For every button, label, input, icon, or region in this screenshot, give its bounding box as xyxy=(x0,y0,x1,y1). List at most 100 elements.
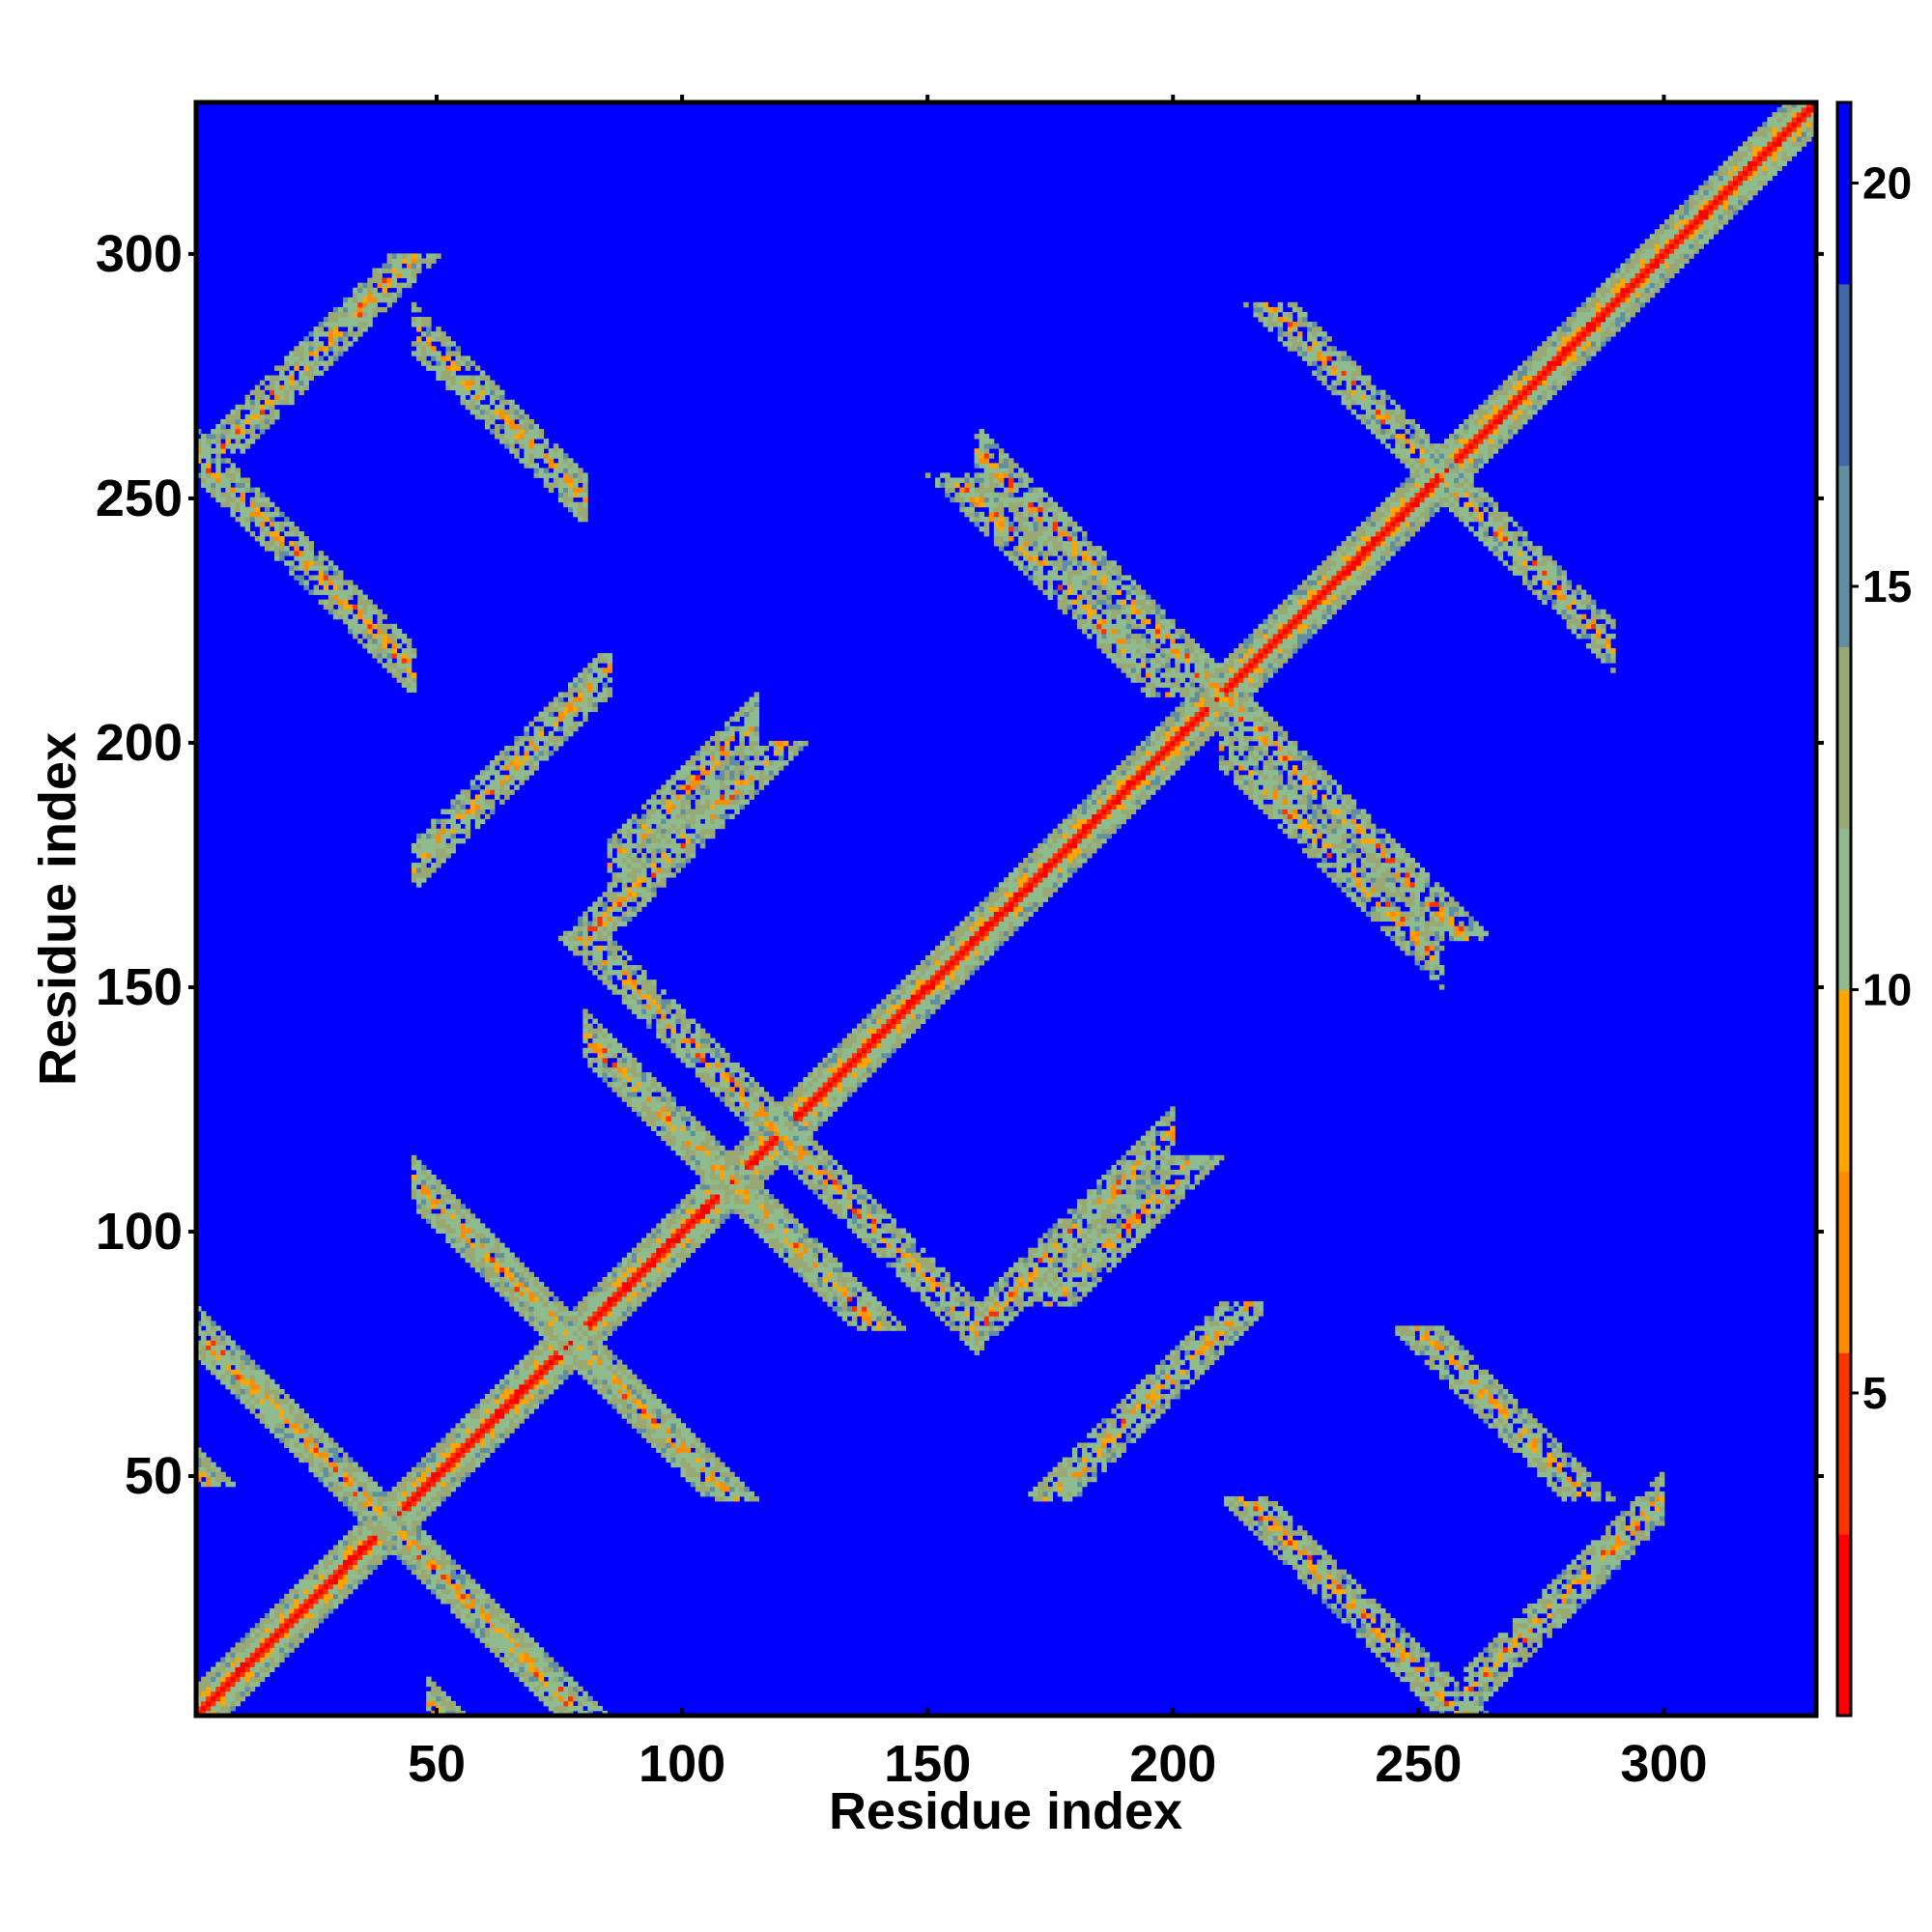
heatmap-cell xyxy=(1762,165,1768,172)
heatmap-cell xyxy=(1429,482,1435,488)
heatmap-cell xyxy=(1561,375,1568,381)
heatmap-cell xyxy=(327,1574,334,1580)
heatmap-cell xyxy=(729,1150,735,1156)
heatmap-cell xyxy=(709,1189,716,1195)
heatmap-cell xyxy=(621,1301,628,1307)
heatmap-cell xyxy=(1003,911,1009,917)
heatmap-cell xyxy=(661,1262,667,1268)
heatmap-cell xyxy=(386,1491,393,1497)
heatmap-cell xyxy=(675,1262,681,1268)
heatmap-cell xyxy=(1033,896,1038,902)
heatmap-cell xyxy=(1037,847,1043,854)
heatmap-cell xyxy=(1483,409,1489,415)
heatmap-cell xyxy=(1370,551,1377,556)
heatmap-cell xyxy=(1116,804,1122,810)
heatmap-cell xyxy=(342,1574,349,1580)
heatmap-cell xyxy=(969,935,975,942)
heatmap-cell xyxy=(1033,882,1038,888)
heatmap-cell xyxy=(1082,813,1088,820)
heatmap-cell xyxy=(1160,725,1166,732)
heatmap-cell xyxy=(1062,823,1068,830)
heatmap-cell xyxy=(1135,794,1142,800)
heatmap-cell xyxy=(1571,316,1577,323)
heatmap-cell xyxy=(1615,316,1621,323)
heatmap-cell xyxy=(1488,418,1494,425)
heatmap-cell xyxy=(1018,863,1024,868)
heatmap-cell xyxy=(499,1404,505,1409)
heatmap-cell xyxy=(1585,331,1592,337)
heatmap-cell xyxy=(1317,565,1322,571)
heatmap-cell xyxy=(284,1613,290,1619)
heatmap-cell xyxy=(353,1535,358,1541)
heatmap-cell xyxy=(1698,194,1704,201)
heatmap-cell xyxy=(1184,711,1190,718)
heatmap-cell xyxy=(362,1540,368,1546)
heatmap-cell xyxy=(264,1671,270,1678)
heatmap-cell xyxy=(562,1364,569,1371)
heatmap-cell xyxy=(1566,370,1573,376)
heatmap-cell xyxy=(1150,789,1156,795)
heatmap-cell xyxy=(1556,351,1562,356)
heatmap-cell xyxy=(215,1340,221,1346)
heatmap-cell xyxy=(1135,760,1142,766)
heatmap-cell xyxy=(318,1578,325,1585)
heatmap-cell xyxy=(538,1345,545,1351)
heatmap-cell xyxy=(758,1164,765,1171)
heatmap-cell xyxy=(1644,258,1651,264)
heatmap-cell xyxy=(332,1598,339,1605)
heatmap-cell xyxy=(924,965,931,971)
heatmap-cell xyxy=(514,1399,520,1405)
heatmap-cell xyxy=(1204,721,1210,727)
heatmap-cell xyxy=(201,1330,207,1336)
heatmap-cell xyxy=(1248,663,1254,668)
heatmap-cell xyxy=(1757,160,1763,166)
heatmap-cell xyxy=(1106,789,1112,795)
heatmap-cell xyxy=(871,1047,877,1054)
heatmap-cell xyxy=(915,970,922,976)
heatmap-cell xyxy=(812,1125,818,1131)
heatmap-cell xyxy=(362,1520,368,1526)
heatmap-cell xyxy=(1424,482,1431,488)
heatmap-cell xyxy=(1556,375,1562,381)
heatmap-cell xyxy=(1331,555,1337,561)
heatmap-cell xyxy=(964,916,970,923)
heatmap-cell xyxy=(440,1588,446,1595)
heatmap-cell xyxy=(1796,127,1803,132)
heatmap-cell xyxy=(699,1184,706,1190)
heatmap-cell xyxy=(401,1501,408,1507)
heatmap-cell xyxy=(1634,292,1641,298)
heatmap-cell xyxy=(1502,399,1509,406)
heatmap-cell xyxy=(1468,423,1474,430)
heatmap-cell xyxy=(1376,560,1381,566)
heatmap-cell xyxy=(357,1554,363,1560)
heatmap-cell xyxy=(924,959,931,966)
heatmap-cell xyxy=(259,1666,266,1672)
heatmap-cell xyxy=(1743,175,1748,182)
heatmap-cell xyxy=(1282,633,1289,639)
heatmap-cell xyxy=(1101,813,1107,820)
heatmap-cell xyxy=(1145,740,1151,747)
heatmap-cell xyxy=(1663,243,1670,249)
heatmap-cell xyxy=(1248,633,1254,639)
heatmap-cell xyxy=(1542,384,1548,391)
heatmap-cell xyxy=(666,1266,671,1273)
heatmap-cell xyxy=(1644,292,1651,298)
heatmap-cell xyxy=(954,970,960,976)
heatmap-cell xyxy=(1116,818,1122,825)
heatmap-cell xyxy=(915,1004,922,1009)
heatmap-cell xyxy=(270,1618,275,1624)
heatmap-cell xyxy=(592,1321,598,1326)
heatmap-cell xyxy=(1605,316,1611,323)
heatmap-cell xyxy=(729,1159,735,1166)
heatmap-cell xyxy=(240,1676,246,1683)
heatmap-cell xyxy=(1512,429,1519,435)
heatmap-cell xyxy=(1639,253,1646,259)
heatmap-cell xyxy=(504,1404,510,1409)
heatmap-cell xyxy=(744,1159,750,1166)
heatmap-cell xyxy=(1302,623,1308,630)
heatmap-cell xyxy=(1106,818,1112,825)
heatmap-cell xyxy=(803,1116,809,1122)
heatmap-cell xyxy=(1037,858,1043,864)
heatmap-cell xyxy=(808,1077,813,1083)
heatmap-cell xyxy=(504,1388,510,1395)
